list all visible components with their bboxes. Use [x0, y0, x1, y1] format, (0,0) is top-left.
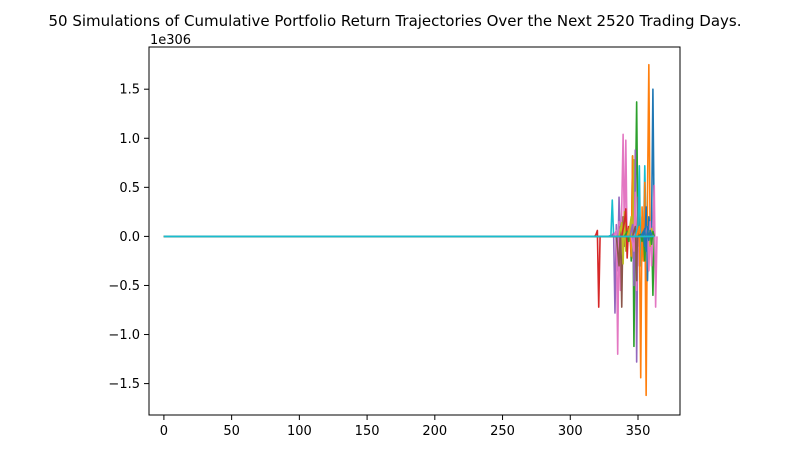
- series-line-21: [163, 225, 654, 252]
- chart-title: 50 Simulations of Cumulative Portfolio R…: [48, 12, 741, 30]
- series-line-5: [163, 215, 628, 308]
- series-line-9: [163, 155, 639, 257]
- series-line-14: [163, 164, 647, 267]
- x-tick-label: 200: [422, 424, 447, 439]
- series-line-20: [163, 230, 656, 246]
- series-line-8: [163, 101, 639, 348]
- series-line-7: [163, 208, 632, 259]
- x-tick-label: 50: [223, 424, 240, 439]
- x-tick-label: 150: [355, 424, 380, 439]
- x-tick-label: 100: [287, 424, 312, 439]
- series-line-2: [163, 199, 615, 238]
- y-tick-label: −0.5: [108, 279, 140, 294]
- y-tick-label: 1.0: [119, 132, 140, 147]
- y-offset-label: 1e306: [150, 33, 191, 48]
- series-line-11: [163, 149, 642, 363]
- plot-frame: [148, 46, 681, 416]
- y-tick-label: −1.5: [108, 377, 140, 392]
- x-tick-label: 250: [490, 424, 515, 439]
- y-tick-label: −1.0: [108, 328, 140, 343]
- y-axis: −1.5 −1.0 −0.5 0.0 0.5 1.0 1.5: [108, 83, 149, 392]
- series-line-13: [163, 196, 643, 282]
- x-tick-label: 350: [626, 424, 651, 439]
- y-tick-label: 0.5: [119, 181, 140, 196]
- series-line-6: [163, 211, 633, 265]
- x-tick-label: 300: [558, 424, 583, 439]
- series-line-10: [163, 159, 641, 267]
- series-line-19: [163, 227, 655, 248]
- series-line-1: [163, 229, 601, 308]
- series-line-4: [163, 133, 630, 355]
- series-layer: [163, 63, 658, 397]
- series-line-17: [163, 88, 656, 282]
- series-line-3: [163, 196, 623, 314]
- series-line-12: [163, 191, 643, 292]
- series-line-15: [163, 63, 654, 397]
- y-tick-label: 0.0: [119, 230, 140, 245]
- x-axis: 0 50 100 150 200 250 300 350: [160, 415, 651, 439]
- series-line-18: [163, 184, 658, 308]
- x-tick-label: 0: [160, 424, 168, 439]
- y-tick-label: 1.5: [119, 83, 140, 98]
